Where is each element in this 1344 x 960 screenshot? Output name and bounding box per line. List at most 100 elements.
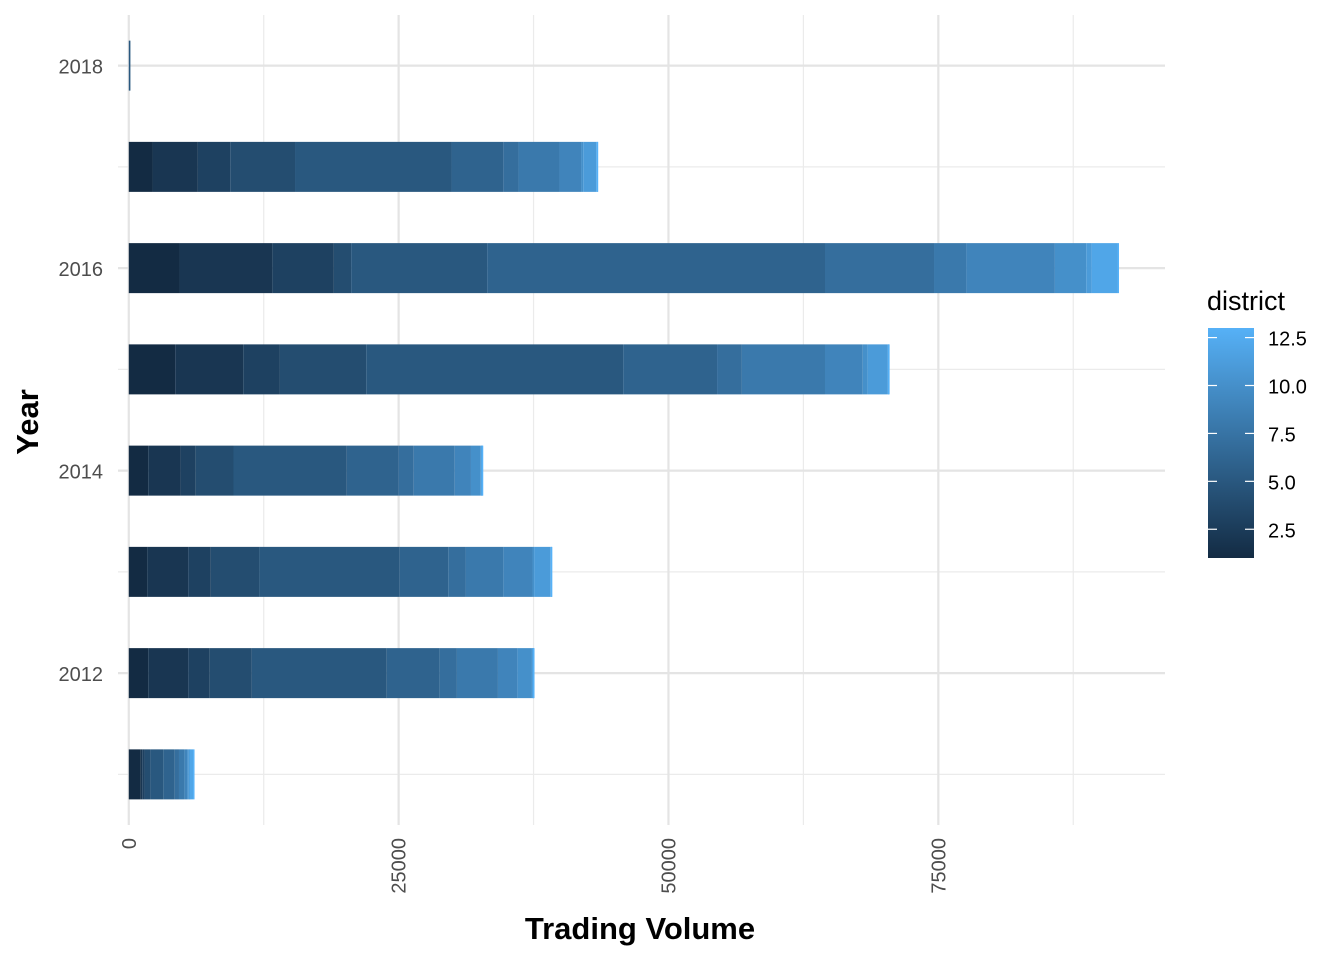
y-axis-label: Year [10, 389, 45, 455]
bar-segment-2017-district-11 [583, 141, 597, 192]
bar-segment-2011-district-13 [193, 749, 195, 800]
x-tick-label: 50000 [658, 838, 680, 894]
bar-segment-2016-district-1 [128, 243, 180, 294]
bar-segment-2015-district-6 [623, 344, 718, 395]
bar-segment-2011-district-8 [178, 749, 185, 800]
bar-segment-2016-district-8 [934, 243, 967, 294]
bar-segment-2012-district-6 [386, 648, 440, 699]
bar-segment-2014-district-1 [128, 445, 149, 496]
bar-segment-2013-district-10 [532, 546, 535, 597]
legend: district 2.5 5.0 7.5 10.0 12.5 [1207, 286, 1307, 558]
bar-segment-2014-district-2 [148, 445, 181, 496]
legend-tick-label: 5.0 [1268, 472, 1296, 494]
bar-segment-2011-district-5 [150, 749, 164, 800]
bar-segment-2017-district-3 [197, 141, 231, 192]
bar-segment-2014-district-10 [470, 445, 481, 496]
bar-segment-2017-district-5 [295, 141, 452, 192]
bar-segment-2012-district-5 [251, 648, 387, 699]
bar-segment-2014-district-6 [346, 445, 399, 496]
y-tick-label: 2018 [59, 57, 104, 79]
bar-segment-2014-district-9 [454, 445, 471, 496]
bar-segment-2012-district-9 [497, 648, 518, 699]
bar-segment-2011-district-1 [128, 749, 141, 800]
bar-segment-2015-district-11 [867, 344, 888, 395]
x-tick-label: 75000 [928, 838, 950, 894]
bar-segment-2016-district-11 [1086, 243, 1092, 294]
bar-segment-2015-district-1 [128, 344, 176, 395]
bar-segment-2013-district-4 [210, 546, 260, 597]
bar-segment-2017-district-6 [451, 141, 504, 192]
bar-segment-2013-district-5 [259, 546, 400, 597]
bar-segment-2017-district-1 [128, 141, 153, 192]
bar-segment-2013-district-9 [503, 546, 533, 597]
bar-segment-2016-district-13 [1117, 243, 1120, 294]
bar-segment-2015-district-13 [888, 344, 890, 395]
bar-segment-2015-district-7 [717, 344, 742, 395]
bar-segment-2011-district-3 [142, 749, 145, 800]
bar-segment-2016-district-2 [179, 243, 273, 294]
bar-segment-2017-district-9 [559, 141, 582, 192]
bar-segment-2016-district-4 [333, 243, 352, 294]
bar-segment-2011-district-9 [184, 749, 188, 800]
bar-segment-2013-district-1 [128, 546, 148, 597]
y-tick-label: 2012 [59, 664, 104, 686]
bar-segment-2012-district-7 [439, 648, 457, 699]
bar-segment-2013-district-2 [147, 546, 189, 597]
bar-segment-2016-district-9 [966, 243, 1055, 294]
bar-segment-2017-district-2 [152, 141, 198, 192]
bar-segment-2015-district-2 [175, 344, 244, 395]
grid-major-lines [118, 15, 1165, 825]
legend-tick-label: 12.5 [1268, 329, 1307, 351]
bar-segment-2016-district-3 [272, 243, 334, 294]
bar-segment-2016-district-6 [487, 243, 825, 294]
bar-segment-2015-district-4 [279, 344, 367, 395]
bar-segment-2013-district-11 [534, 546, 551, 597]
bars-layer [128, 40, 1120, 800]
bar-segment-2014-district-5 [233, 445, 347, 496]
bar-segment-2017-district-10 [581, 141, 584, 192]
bar-segment-2014-district-7 [398, 445, 414, 496]
bar-segment-2014-district-13 [481, 445, 484, 496]
bar-segment-2011-district-12 [189, 749, 194, 800]
bar-segment-2016-district-12 [1091, 243, 1118, 294]
bar-segment-2012-district-1 [128, 648, 149, 699]
grid-minor-lines [118, 15, 1165, 825]
legend-tick-label: 10.0 [1268, 377, 1307, 399]
bar-segment-2013-district-6 [399, 546, 449, 597]
y-axis-tick-labels: 2012 2014 2016 2018 [59, 57, 104, 687]
bar-segment-2017-district-13 [596, 141, 599, 192]
bar-segment-2016-district-7 [824, 243, 935, 294]
x-tick-label: 25000 [389, 838, 411, 894]
legend-title: district [1207, 286, 1286, 316]
bar-segment-2018-district-5 [128, 40, 131, 91]
bar-segment-2012-district-8 [456, 648, 498, 699]
x-tick-label: 0 [119, 838, 141, 849]
bar-segment-2014-district-4 [195, 445, 234, 496]
legend-tick-label: 2.5 [1268, 520, 1296, 542]
bar-segment-2015-district-5 [366, 344, 624, 395]
legend-tick-label: 7.5 [1268, 424, 1296, 446]
y-tick-label: 2016 [59, 259, 104, 281]
bar-segment-2017-district-4 [230, 141, 296, 192]
bar-segment-2014-district-8 [413, 445, 455, 496]
y-tick-label: 2014 [59, 462, 104, 484]
bar-segment-2012-district-13 [533, 648, 535, 699]
bar-segment-2013-district-7 [448, 546, 466, 597]
bar-segment-2011-district-6 [163, 749, 175, 800]
bar-segment-2016-district-10 [1054, 243, 1087, 294]
legend-colorbar [1208, 328, 1254, 558]
bar-segment-2013-district-8 [465, 546, 504, 597]
bar-segment-2011-district-4 [144, 749, 151, 800]
legend-ticks: 2.5 5.0 7.5 10.0 12.5 [1208, 329, 1307, 542]
bar-segment-2015-district-9 [824, 344, 863, 395]
bar-segment-2013-district-3 [188, 546, 211, 597]
bar-segment-2011-district-10 [187, 749, 189, 800]
bar-segment-2014-district-3 [180, 445, 196, 496]
bar-segment-2012-district-2 [148, 648, 189, 699]
x-axis-tick-labels: 0 25000 50000 75000 [119, 838, 951, 894]
x-axis-label: Trading Volume [525, 911, 755, 946]
bar-segment-2012-district-4 [209, 648, 252, 699]
bar-segment-2016-district-5 [351, 243, 488, 294]
bar-segment-2015-district-3 [243, 344, 280, 395]
